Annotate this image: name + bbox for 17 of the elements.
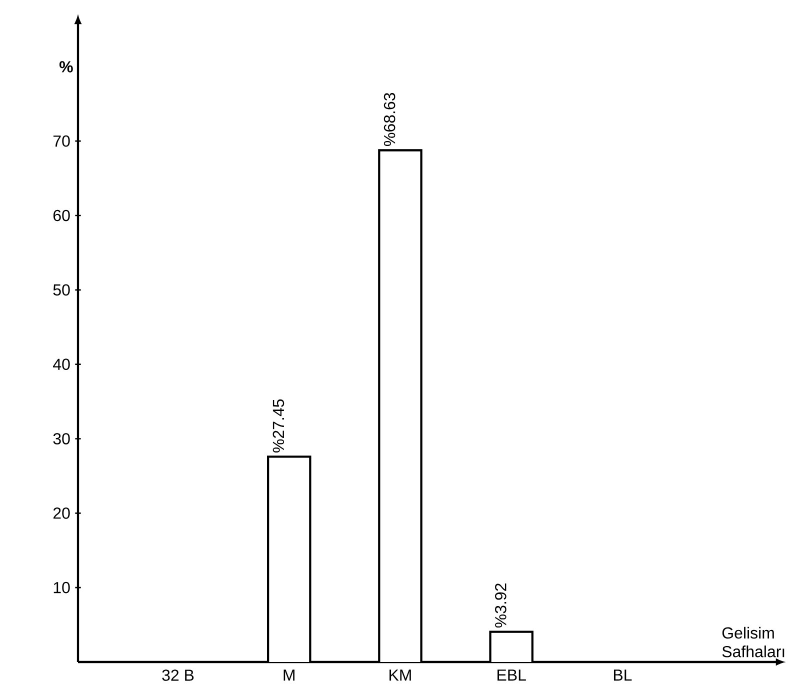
x-tick-label: EBL xyxy=(498,670,526,681)
y-tick-label: 20 xyxy=(53,508,70,519)
data-label: %68.63 xyxy=(384,93,396,146)
x-tick-label: KM xyxy=(390,670,411,681)
y-tick-label: 30 xyxy=(53,433,70,444)
x-tick-label: M xyxy=(284,670,294,681)
y-tick-label: 60 xyxy=(53,210,70,222)
x-tick-label: BL xyxy=(614,670,632,681)
y-tick-label: 50 xyxy=(53,284,70,296)
x-axis-title: Gelisim Safhaları xyxy=(722,626,784,658)
x-tick-label: 32 B xyxy=(162,670,194,681)
data-label: %27.45 xyxy=(272,399,284,452)
y-tick-label: 10 xyxy=(54,582,70,594)
y-tick-label: 70 xyxy=(53,135,70,147)
y-tick-label: 40 xyxy=(53,358,70,370)
data-label: %3.92 xyxy=(495,584,506,628)
y-axis-title: % xyxy=(59,61,73,72)
